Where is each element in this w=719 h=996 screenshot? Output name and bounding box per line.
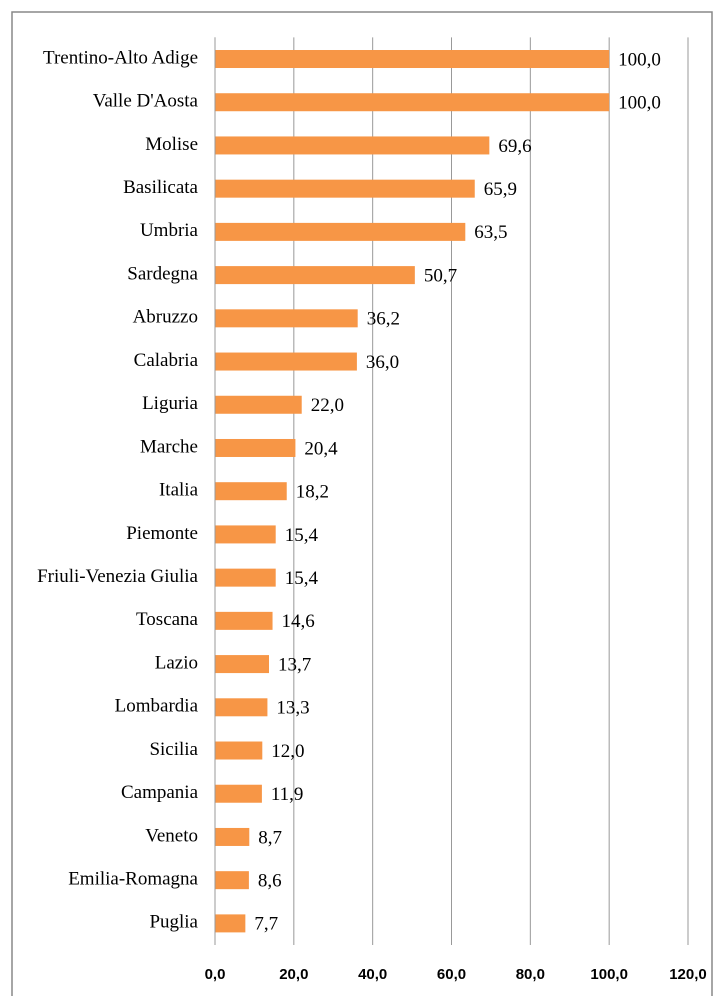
y-tick-label: Sicilia [149, 739, 198, 760]
bar [215, 309, 358, 328]
value-label: 50,7 [424, 265, 457, 286]
value-label: 65,9 [484, 179, 517, 200]
value-label: 22,0 [311, 395, 344, 416]
y-tick-label: Piemonte [126, 523, 198, 544]
x-tick-label: 60,0 [437, 966, 466, 983]
bar [215, 698, 268, 717]
y-tick-label: Basilicata [123, 177, 198, 198]
bar [215, 266, 415, 285]
x-tick-label: 0,0 [205, 966, 226, 983]
value-label: 11,9 [271, 784, 304, 805]
bar [215, 438, 296, 457]
value-label: 15,4 [285, 525, 319, 546]
bar [215, 482, 287, 501]
bar [215, 50, 610, 69]
y-tick-label: Marche [140, 436, 198, 457]
value-label: 100,0 [618, 93, 661, 114]
bar [215, 93, 610, 112]
value-label: 15,4 [285, 568, 319, 589]
value-label: 69,6 [498, 136, 531, 157]
y-tick-label: Friuli-Venezia Giulia [37, 566, 198, 587]
y-tick-label: Lombardia [115, 696, 199, 717]
bar [215, 827, 250, 846]
y-tick-label: Veneto [145, 825, 198, 846]
y-tick-label: Trentino-Alto Adige [43, 47, 198, 68]
value-label: 13,3 [276, 698, 309, 719]
chart-frame [11, 11, 713, 996]
y-tick-label: Liguria [142, 393, 198, 414]
x-tick-label: 40,0 [358, 966, 387, 983]
y-tick-label: Umbria [140, 220, 199, 241]
y-tick-label: Emilia-Romagna [68, 869, 198, 890]
bar [215, 741, 263, 760]
y-tick-label: Campania [121, 782, 199, 803]
bar [215, 352, 357, 371]
bar [215, 655, 270, 674]
bar [215, 525, 276, 544]
bar [215, 568, 276, 587]
value-label: 20,4 [304, 438, 338, 459]
y-tick-label: Calabria [134, 350, 199, 371]
bar [215, 395, 302, 414]
x-tick-label: 80,0 [516, 966, 545, 983]
value-label: 12,0 [271, 741, 304, 762]
value-label: 36,0 [366, 352, 399, 373]
y-tick-label: Valle D'Aosta [93, 91, 199, 112]
y-tick-label: Puglia [149, 912, 198, 933]
bar [215, 222, 466, 241]
y-tick-label: Lazio [155, 652, 198, 673]
bar [215, 179, 475, 198]
value-label: 100,0 [618, 49, 661, 70]
bar [215, 914, 246, 933]
y-tick-label: Toscana [136, 609, 199, 630]
value-label: 13,7 [278, 654, 311, 675]
value-label: 63,5 [474, 222, 507, 243]
value-label: 14,6 [282, 611, 315, 632]
x-tick-label: 100,0 [590, 966, 628, 983]
bar [215, 611, 273, 630]
y-tick-label: Sardegna [127, 263, 198, 284]
bar [215, 136, 490, 155]
value-label: 8,6 [258, 871, 282, 892]
value-label: 8,7 [258, 827, 282, 848]
y-tick-label: Italia [159, 480, 199, 501]
x-tick-label: 120,0 [669, 966, 707, 983]
bar [215, 784, 262, 803]
y-tick-label: Abruzzo [133, 307, 198, 328]
value-label: 36,2 [367, 309, 400, 330]
x-tick-label: 20,0 [279, 966, 308, 983]
y-tick-label: Molise [145, 134, 198, 155]
bar [215, 871, 249, 890]
value-label: 18,2 [296, 482, 329, 503]
value-label: 7,7 [254, 914, 278, 935]
